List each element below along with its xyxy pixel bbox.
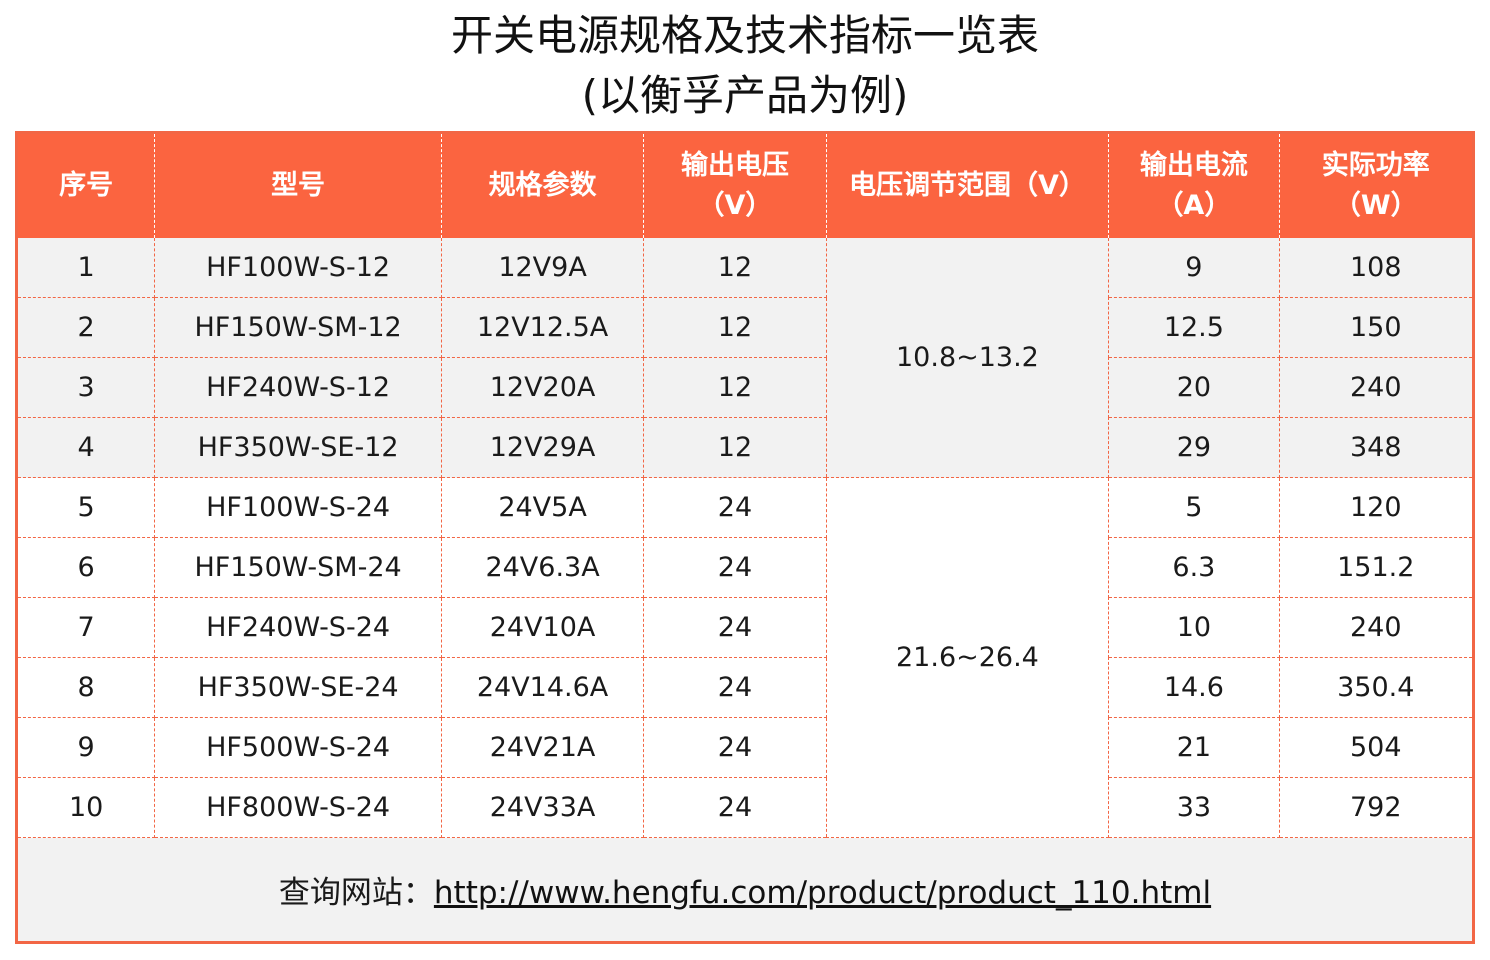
- cell-no: 1: [16, 238, 156, 298]
- cell-current: 21: [1108, 717, 1280, 778]
- cell-voltage: 24: [643, 777, 827, 838]
- cell-model: HF800W-S-24: [154, 777, 442, 838]
- cell-current: 29: [1108, 417, 1280, 478]
- header-output-current: 输出电流 （A）: [1108, 132, 1280, 238]
- table-row: 6 HF150W-SM-24 24V6.3A 24 6.3 151.2: [16, 537, 1474, 598]
- cell-voltage: 24: [643, 477, 827, 538]
- header-model: 型号: [154, 132, 442, 238]
- cell-no: 5: [16, 477, 156, 538]
- cell-model: HF240W-S-12: [154, 357, 442, 418]
- cell-power: 240: [1279, 597, 1474, 658]
- cell-spec: 12V12.5A: [441, 297, 645, 358]
- cell-current: 9: [1108, 238, 1280, 298]
- header-voltage-range: 电压调节范围（V）: [826, 132, 1110, 238]
- cell-model: HF150W-SM-12: [154, 297, 442, 358]
- cell-power: 108: [1279, 238, 1474, 298]
- page-title: 开关电源规格及技术指标一览表: [450, 11, 1039, 60]
- cell-power: 240: [1279, 357, 1474, 418]
- header-row: 序号 型号 规格参数 输出电压 （V） 电压调节范围（V） 输出电流 （A） 实际功…: [16, 132, 1474, 238]
- table-row: 9 HF500W-S-24 24V21A 24 21 504: [16, 717, 1474, 778]
- cell-power: 504: [1279, 717, 1474, 778]
- cell-voltage: 12: [643, 238, 827, 298]
- cell-no: 4: [16, 417, 156, 478]
- table-row: 7 HF240W-S-24 24V10A 24 10 240: [16, 597, 1474, 658]
- cell-model: HF150W-SM-24: [154, 537, 442, 598]
- header-output-voltage: 输出电压 （V）: [643, 132, 827, 238]
- cell-model: HF100W-S-24: [154, 477, 442, 538]
- cell-current: 5: [1108, 477, 1280, 538]
- cell-voltage-range: 10.8~13.2: [826, 238, 1110, 478]
- cell-no: 3: [16, 357, 156, 418]
- cell-power: 151.2: [1279, 537, 1474, 598]
- cell-current: 10: [1108, 597, 1280, 658]
- cell-current: 12.5: [1108, 297, 1280, 358]
- table-row: 3 HF240W-S-12 12V20A 12 20 240: [16, 357, 1474, 418]
- cell-spec: 24V33A: [441, 777, 645, 838]
- table-row: 4 HF350W-SE-12 12V29A 12 29 348: [16, 417, 1474, 478]
- cell-voltage-range: 21.6~26.4: [826, 477, 1110, 838]
- cell-voltage: 24: [643, 597, 827, 658]
- page-subtitle: (以衡孚产品为例): [581, 71, 909, 120]
- cell-spec: 24V21A: [441, 717, 645, 778]
- cell-model: HF240W-S-24: [154, 597, 442, 658]
- cell-current: 6.3: [1108, 537, 1280, 598]
- product-link[interactable]: http://www.hengfu.com/product/product_11…: [433, 875, 1212, 911]
- cell-no: 7: [16, 597, 156, 658]
- header-no: 序号: [16, 132, 156, 238]
- cell-voltage: 24: [643, 657, 827, 718]
- cell-voltage: 24: [643, 717, 827, 778]
- cell-model: HF100W-S-12: [154, 238, 442, 298]
- cell-spec: 24V14.6A: [441, 657, 645, 718]
- cell-spec: 24V10A: [441, 597, 645, 658]
- table-row: 1 HF100W-S-12 12V9A 12 10.8~13.2 9 108: [16, 238, 1474, 478]
- table-row: 2 HF150W-SM-12 12V12.5A 12 12.5 150: [16, 297, 1474, 358]
- cell-no: 9: [16, 717, 156, 778]
- footer-row: 查询网站：http://www.hengfu.com/product/produ…: [16, 837, 1474, 943]
- cell-spec: 12V20A: [441, 357, 645, 418]
- table-row: 5 HF100W-S-24 24V5A 24 21.6~26.4 5 120: [16, 477, 1474, 838]
- cell-no: 2: [16, 297, 156, 358]
- cell-spec: 12V9A: [441, 238, 645, 298]
- cell-power: 150: [1279, 297, 1474, 358]
- cell-spec: 24V6.3A: [441, 537, 645, 598]
- cell-power: 120: [1279, 477, 1474, 538]
- table-row: 8 HF350W-SE-24 24V14.6A 24 14.6 350.4: [16, 657, 1474, 718]
- cell-no: 10: [16, 777, 156, 838]
- cell-model: HF350W-SE-12: [154, 417, 442, 478]
- cell-voltage: 12: [643, 417, 827, 478]
- cell-voltage: 12: [643, 297, 827, 358]
- cell-voltage: 12: [643, 357, 827, 418]
- cell-spec: 24V5A: [441, 477, 645, 538]
- cell-voltage: 24: [643, 537, 827, 598]
- cell-power: 348: [1279, 417, 1474, 478]
- header-actual-power: 实际功率 （W）: [1279, 132, 1474, 238]
- footer-cell: 查询网站：http://www.hengfu.com/product/produ…: [16, 837, 1474, 943]
- cell-current: 20: [1108, 357, 1280, 418]
- cell-model: HF350W-SE-24: [154, 657, 442, 718]
- cell-no: 8: [16, 657, 156, 718]
- cell-current: 33: [1108, 777, 1280, 838]
- cell-power: 792: [1279, 777, 1474, 838]
- cell-model: HF500W-S-24: [154, 717, 442, 778]
- cell-current: 14.6: [1108, 657, 1280, 718]
- spec-table: 序号 型号 规格参数 输出电压 （V） 电压调节范围（V） 输出电流 （A） 实际功…: [15, 131, 1475, 944]
- footer-label: 查询网站：: [278, 875, 434, 911]
- cell-power: 350.4: [1279, 657, 1474, 718]
- cell-spec: 12V29A: [441, 417, 645, 478]
- cell-no: 6: [16, 537, 156, 598]
- table-row: 10 HF800W-S-24 24V33A 24 33 792: [16, 777, 1474, 838]
- header-spec: 规格参数: [441, 132, 645, 238]
